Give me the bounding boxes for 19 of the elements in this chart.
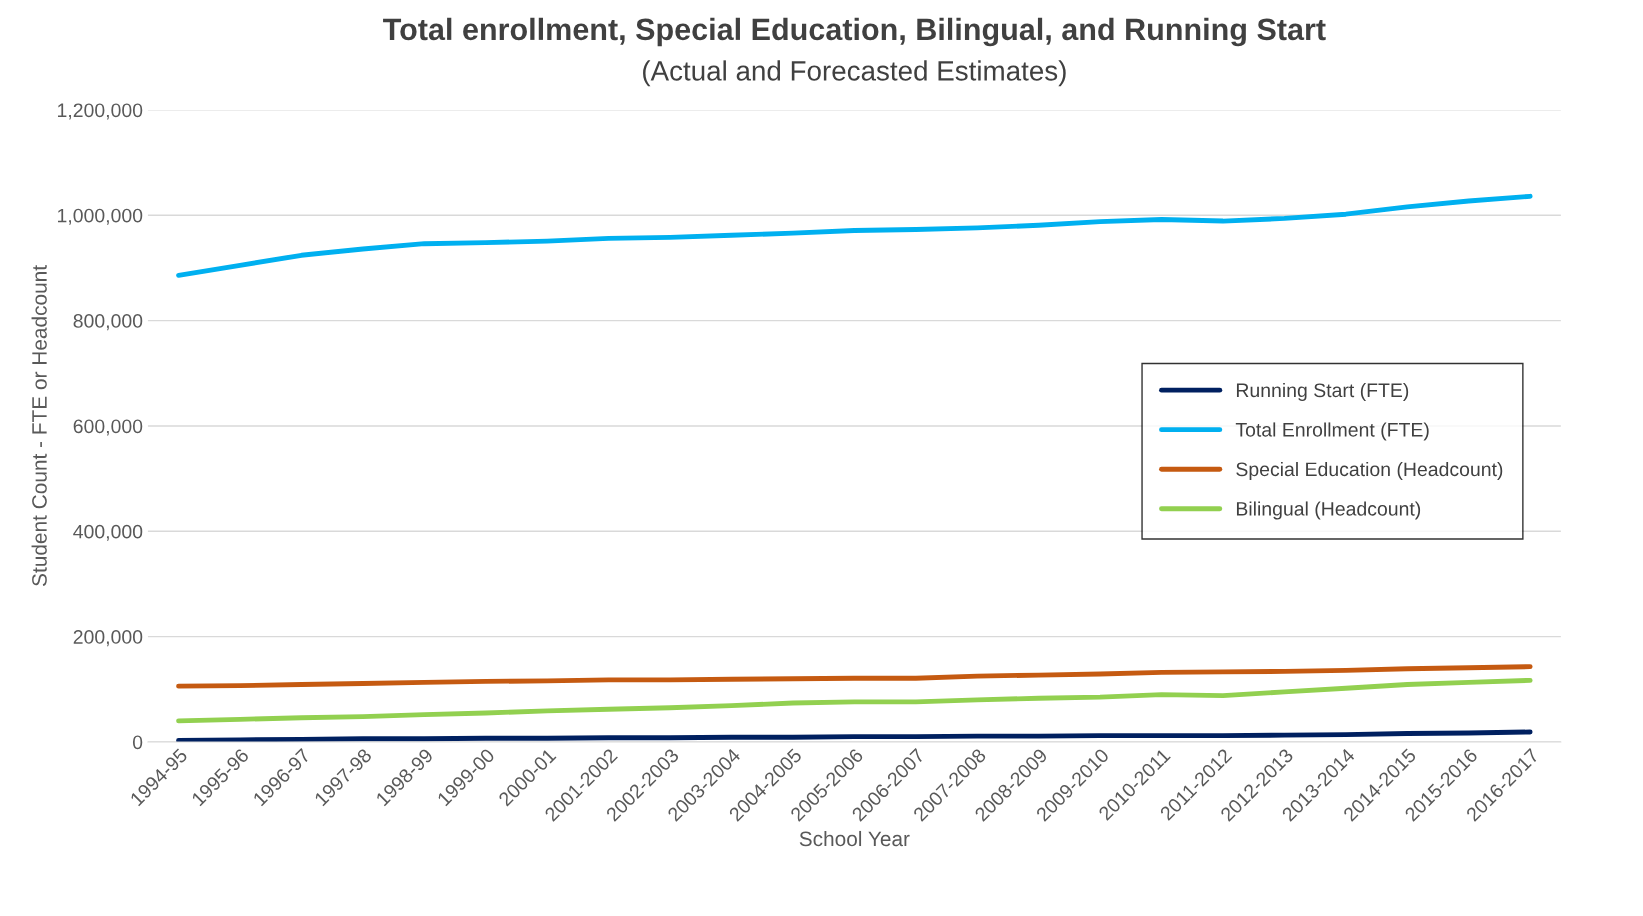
chart-subtitle: (Actual and Forecasted Estimates): [643, 60, 1066, 87]
y-tick-label: 1,200,000: [58, 103, 143, 120]
legend-label: Running Start (FTE): [1236, 382, 1409, 402]
line-series: [176, 193, 1533, 278]
y-tick-label: 400,000: [73, 524, 143, 541]
y-tick-label: 600,000: [73, 419, 143, 436]
y-tick-label: 0: [132, 735, 143, 750]
legend-label: Special Education (Headcount): [1236, 461, 1503, 481]
y-tick-label: 800,000: [73, 314, 143, 331]
x-axis-title: School Year: [799, 830, 910, 847]
legend-label: Bilingual (Headcount): [1236, 501, 1421, 520]
legend-label: Total Enrollment (FTE): [1235, 422, 1429, 441]
y-axis-title: Student Count - FTE or Headcount: [31, 265, 47, 586]
line-series: [176, 677, 1533, 724]
y-tick-label: 200,000: [73, 630, 143, 647]
chart-title: Total enrollment, Special Education, Bilingual, and Running Start: [383, 17, 1326, 47]
line-series: [176, 729, 1533, 742]
y-tick-label: 1,000,000: [58, 208, 143, 225]
line-series: [176, 664, 1533, 689]
